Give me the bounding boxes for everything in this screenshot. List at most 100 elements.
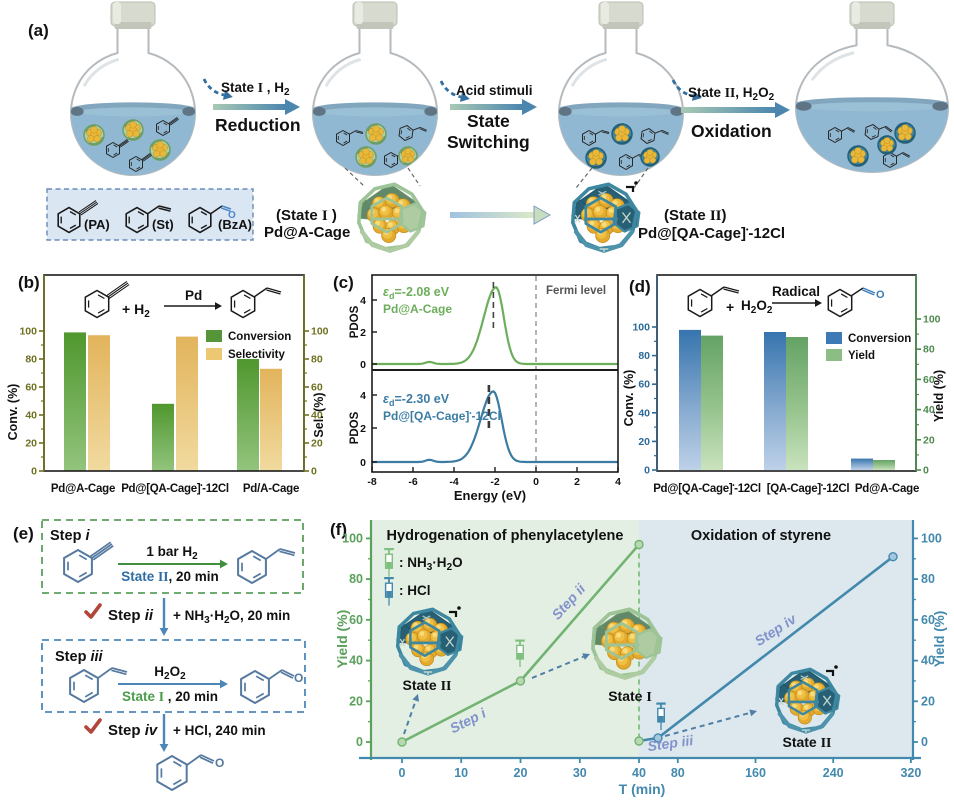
svg-text:Yield (%): Yield (%) bbox=[932, 611, 947, 668]
svg-text:Step iii: Step iii bbox=[646, 732, 695, 754]
svg-text:Pd@[QA-Cage]•-12Cl: Pd@[QA-Cage]•-12Cl bbox=[638, 225, 785, 242]
svg-text:0: 0 bbox=[360, 359, 366, 371]
svg-text:0: 0 bbox=[921, 735, 928, 749]
svg-text:10: 10 bbox=[454, 766, 468, 780]
svg-text:(f): (f) bbox=[330, 520, 347, 539]
svg-text:20: 20 bbox=[514, 766, 528, 780]
svg-text:0: 0 bbox=[31, 466, 37, 478]
svg-text:2: 2 bbox=[360, 423, 366, 435]
svg-text:0: 0 bbox=[644, 465, 650, 477]
svg-text:20: 20 bbox=[25, 438, 37, 450]
svg-text:Fermi level: Fermi level bbox=[546, 285, 606, 297]
svg-text:O: O bbox=[294, 671, 303, 685]
svg-text:Hydrogenation of phenylacetyle: Hydrogenation of phenylacetylene bbox=[387, 528, 624, 544]
svg-text:20: 20 bbox=[923, 434, 935, 446]
svg-text:100: 100 bbox=[923, 314, 941, 326]
svg-text:20: 20 bbox=[921, 694, 935, 708]
svg-text:O: O bbox=[228, 210, 236, 221]
svg-text:Step ii: Step ii bbox=[108, 607, 154, 624]
svg-text:Acid stimuli: Acid stimuli bbox=[456, 83, 533, 98]
svg-text:-2: -2 bbox=[490, 476, 499, 488]
svg-text:State I: State I bbox=[608, 688, 652, 705]
svg-text:20: 20 bbox=[311, 438, 323, 450]
svg-text:0: 0 bbox=[360, 457, 366, 469]
svg-text:40: 40 bbox=[632, 766, 646, 780]
svg-text:60: 60 bbox=[923, 374, 935, 386]
svg-text:-6: -6 bbox=[408, 476, 417, 488]
svg-text:0: 0 bbox=[923, 465, 929, 477]
svg-text:εd=-2.30 eV: εd=-2.30 eV bbox=[383, 392, 450, 408]
svg-text:80: 80 bbox=[25, 354, 37, 366]
svg-text:(BzA): (BzA) bbox=[218, 217, 252, 232]
svg-text:State I , 20 min: State I , 20 min bbox=[122, 689, 218, 704]
svg-text:Pd/A-Cage: Pd/A-Cage bbox=[243, 483, 299, 495]
svg-text:0: 0 bbox=[311, 466, 317, 478]
svg-text:Reduction: Reduction bbox=[215, 115, 301, 135]
svg-text:(e): (e) bbox=[13, 524, 34, 543]
svg-text:+ H2: + H2 bbox=[122, 301, 150, 320]
svg-text:40: 40 bbox=[921, 654, 935, 668]
svg-text:(PA): (PA) bbox=[84, 217, 110, 232]
svg-text:80: 80 bbox=[923, 344, 935, 356]
svg-text:O: O bbox=[876, 289, 885, 301]
svg-text:60: 60 bbox=[349, 613, 363, 627]
svg-text:εd=-2.08 eV: εd=-2.08 eV bbox=[383, 285, 450, 301]
svg-text:PDOS: PDOS bbox=[349, 411, 361, 444]
svg-text:40: 40 bbox=[25, 410, 37, 422]
svg-text:Switching: Switching bbox=[447, 132, 530, 152]
svg-text:100: 100 bbox=[921, 531, 942, 545]
svg-text:1 bar H2: 1 bar H2 bbox=[146, 544, 198, 562]
svg-text:40: 40 bbox=[638, 407, 650, 419]
svg-text:40: 40 bbox=[923, 404, 935, 416]
svg-text:Pd@A-Cage: Pd@A-Cage bbox=[264, 224, 350, 241]
svg-text:-8: -8 bbox=[367, 476, 376, 488]
svg-text:Conversion: Conversion bbox=[228, 331, 291, 343]
svg-text:Step i: Step i bbox=[50, 528, 90, 544]
svg-text:Yield: Yield bbox=[848, 350, 875, 362]
svg-text:0: 0 bbox=[356, 735, 363, 749]
svg-text:Radical: Radical bbox=[772, 284, 820, 299]
svg-text:+ HCl, 240 min: + HCl, 240 min bbox=[173, 723, 266, 738]
svg-text:4: 4 bbox=[360, 390, 366, 402]
svg-text:State: State bbox=[467, 111, 510, 131]
svg-text:Pd@[QA-Cage]•-12Cl: Pd@[QA-Cage]•-12Cl bbox=[121, 483, 229, 495]
svg-text:80: 80 bbox=[311, 354, 323, 366]
svg-text:(b): (b) bbox=[18, 273, 40, 292]
svg-text:(St): (St) bbox=[152, 217, 174, 232]
svg-text:State I , H2: State I , H2 bbox=[221, 80, 290, 98]
svg-text:0: 0 bbox=[399, 766, 406, 780]
svg-text:State II, 20 min: State II, 20 min bbox=[121, 569, 219, 584]
svg-text:H2O2: H2O2 bbox=[741, 298, 773, 316]
svg-text:60: 60 bbox=[638, 379, 650, 391]
svg-text:4: 4 bbox=[360, 295, 366, 307]
svg-text:60: 60 bbox=[311, 382, 323, 394]
svg-text:[QA-Cage]•-12Cl: [QA-Cage]•-12Cl bbox=[767, 483, 850, 495]
svg-text:20: 20 bbox=[349, 694, 363, 708]
svg-text:PDOS: PDOS bbox=[349, 305, 361, 338]
svg-text:Pd@A-Cage: Pd@A-Cage bbox=[383, 302, 452, 316]
svg-text:O: O bbox=[215, 756, 224, 770]
svg-text:80: 80 bbox=[349, 572, 363, 586]
svg-text:State II: State II bbox=[402, 677, 451, 694]
svg-text:Oxidation of styrene: Oxidation of styrene bbox=[691, 528, 831, 544]
svg-text:0: 0 bbox=[533, 476, 539, 488]
svg-text:100: 100 bbox=[19, 326, 37, 338]
svg-text:Pd@[QA-Cage]•-12Cl: Pd@[QA-Cage]•-12Cl bbox=[383, 409, 501, 423]
svg-text:Yield (%): Yield (%) bbox=[932, 370, 946, 422]
svg-text:+: + bbox=[726, 299, 734, 315]
svg-text:40: 40 bbox=[311, 410, 323, 422]
svg-text:Conv. (%): Conv. (%) bbox=[6, 384, 20, 441]
svg-text:Oxidation: Oxidation bbox=[691, 121, 772, 141]
svg-text:Conv. (%): Conv. (%) bbox=[622, 370, 636, 427]
svg-text:320: 320 bbox=[900, 766, 921, 780]
svg-text:40: 40 bbox=[349, 654, 363, 668]
svg-text:Pd: Pd bbox=[185, 288, 202, 303]
svg-text:80: 80 bbox=[671, 766, 685, 780]
svg-text:(c): (c) bbox=[333, 273, 354, 292]
svg-text:4: 4 bbox=[615, 476, 621, 488]
svg-text:H2O2: H2O2 bbox=[154, 664, 186, 682]
svg-text:Pd@A-Cage: Pd@A-Cage bbox=[51, 483, 115, 495]
svg-text:60: 60 bbox=[25, 382, 37, 394]
svg-text:State II: State II bbox=[782, 734, 831, 751]
svg-text:Pd@A-Cage: Pd@A-Cage bbox=[855, 483, 919, 495]
